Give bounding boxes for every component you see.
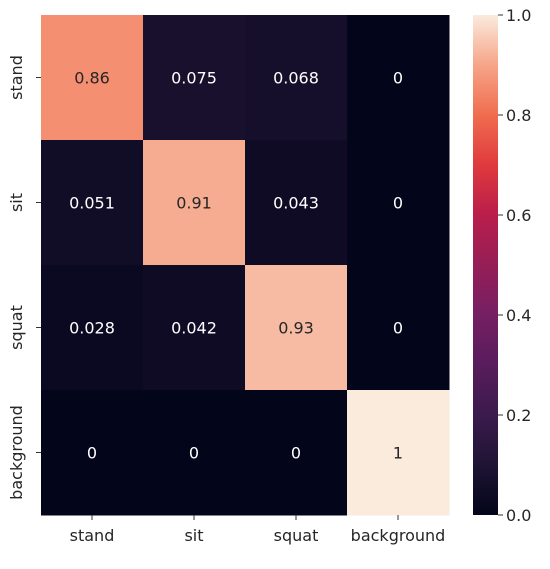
- heatmap-cell-squat-background: [347, 265, 450, 391]
- colorbar-tick-label: 1.0: [506, 6, 531, 25]
- cell-value-label: 0.042: [171, 319, 217, 338]
- colorbar-tick-label: 0.6: [506, 206, 531, 225]
- heatmap-cell-sit-sit: [143, 140, 246, 266]
- heatmap-cell-sit-stand: [41, 140, 144, 266]
- colorbar-tick-label: 0.8: [506, 106, 531, 125]
- cell-value-label: 0.91: [176, 194, 212, 213]
- cell-value-label: 0.051: [69, 194, 115, 213]
- heatmap-cells: [41, 15, 450, 516]
- cell-value-label: 0: [393, 194, 403, 213]
- cell-value-label: 0.93: [278, 319, 314, 338]
- heatmap-cell-stand-stand: [41, 15, 144, 141]
- colorbar-tick-label: 0.0: [506, 506, 531, 525]
- x-tick-label-squat: squat: [274, 526, 319, 545]
- colorbar: 0.0 0.2 0.4 0.6 0.8 1.0: [473, 6, 531, 525]
- heatmap-cell-squat-stand: [41, 265, 144, 391]
- x-axis: stand sit squat background: [70, 515, 446, 545]
- cell-value-label: 0.86: [74, 69, 110, 88]
- y-tick-label-background: background: [7, 405, 26, 500]
- cell-value-label: 0.043: [273, 194, 319, 213]
- y-tick-label-sit: sit: [7, 193, 26, 212]
- colorbar-tick-label: 0.4: [506, 306, 531, 325]
- heatmap-cell-stand-sit: [143, 15, 246, 141]
- heatmap-cell-stand-squat: [245, 15, 348, 141]
- cell-value-label: 1: [393, 444, 403, 463]
- y-axis: stand sit squat background: [7, 55, 41, 500]
- heatmap-cell-background-stand: [41, 390, 144, 516]
- cell-value-label: 0: [393, 69, 403, 88]
- cell-value-label: 0.028: [69, 319, 115, 338]
- heatmap-cell-sit-background: [347, 140, 450, 266]
- heatmap-cell-squat-sit: [143, 265, 246, 391]
- x-tick-label-sit: sit: [184, 526, 203, 545]
- heatmap-cell-stand-background: [347, 15, 450, 141]
- cell-value-label: 0.075: [171, 69, 217, 88]
- cell-value-label: 0.068: [273, 69, 319, 88]
- cell-value-label: 0: [87, 444, 97, 463]
- heatmap-cell-background-background: [347, 390, 450, 516]
- colorbar-tick-label: 0.2: [506, 406, 531, 425]
- cell-value-label: 0: [393, 319, 403, 338]
- heatmap-cell-sit-squat: [245, 140, 348, 266]
- cell-value-label: 0: [291, 444, 301, 463]
- x-tick-label-background: background: [351, 526, 446, 545]
- heatmap-cell-squat-squat: [245, 265, 348, 391]
- y-tick-label-squat: squat: [7, 305, 26, 350]
- y-tick-label-stand: stand: [7, 55, 26, 100]
- cell-value-label: 0: [189, 444, 199, 463]
- heatmap-cell-background-sit: [143, 390, 246, 516]
- heatmap-cell-labels: 0.86 0.075 0.068 0 0.051 0.91 0.043 0 0.028 0.042…: [69, 69, 403, 463]
- colorbar-gradient: [473, 15, 498, 515]
- x-tick-label-stand: stand: [70, 526, 115, 545]
- heatmap-cell-background-squat: [245, 390, 348, 516]
